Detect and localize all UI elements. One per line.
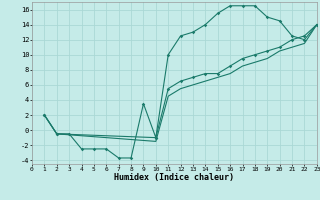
X-axis label: Humidex (Indice chaleur): Humidex (Indice chaleur) — [115, 173, 234, 182]
